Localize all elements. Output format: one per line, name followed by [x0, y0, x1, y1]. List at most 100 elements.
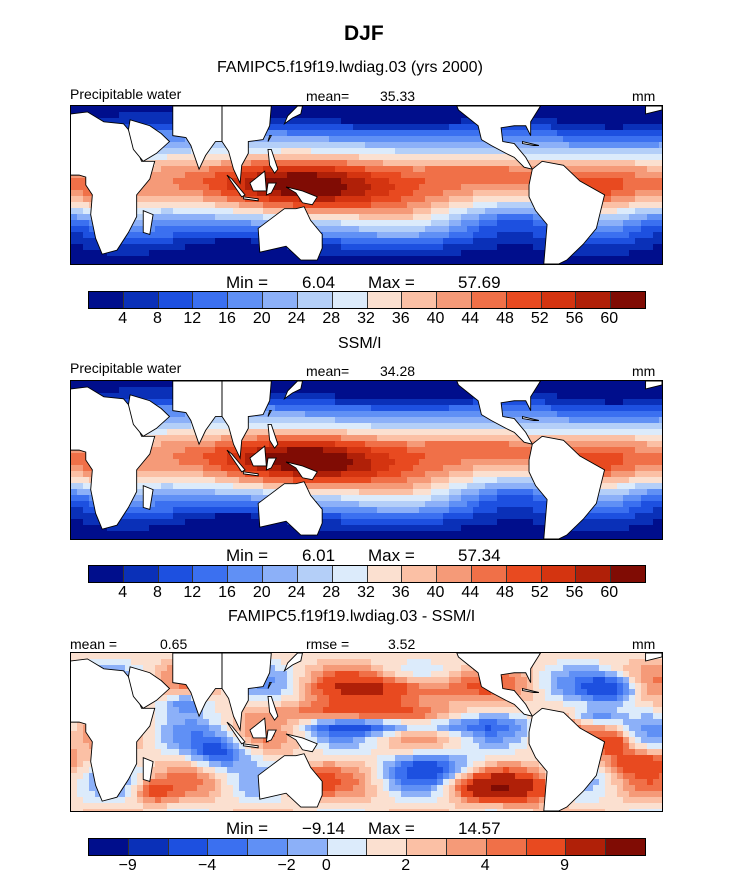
field-cell: [503, 172, 510, 179]
field-cell: [461, 465, 468, 472]
field-cell: [461, 399, 468, 406]
field-cell: [653, 387, 660, 394]
field-cell: [281, 262, 288, 264]
field-cell: [641, 106, 648, 113]
panel1-mean-value: 35.33: [380, 88, 416, 104]
field-cell: [131, 507, 138, 514]
field-cell: [377, 172, 384, 179]
field-cell: [641, 160, 648, 167]
field-cell: [563, 393, 570, 400]
field-cell: [77, 381, 84, 388]
field-cell: [281, 417, 288, 424]
field-cell: [563, 423, 570, 430]
field-cell: [353, 112, 360, 119]
field-cell: [335, 232, 342, 239]
field-cell: [557, 130, 564, 137]
field-cell: [239, 513, 246, 520]
field-cell: [239, 441, 246, 448]
field-cell: [653, 250, 660, 257]
field-cell: [173, 142, 180, 149]
field-cell: [539, 393, 546, 400]
field-cell: [419, 136, 426, 143]
field-cell: [641, 220, 648, 227]
field-cell: [125, 124, 132, 131]
field-cell: [377, 220, 384, 227]
field-cell: [209, 429, 216, 436]
field-cell: [503, 160, 510, 167]
field-cell: [197, 513, 204, 520]
field-cell: [653, 471, 660, 478]
field-cell: [215, 250, 222, 257]
field-cell: [353, 405, 360, 412]
field-cell: [425, 453, 432, 460]
field-cell: [323, 435, 330, 442]
field-cell: [377, 208, 384, 215]
field-cell: [179, 190, 186, 197]
field-cell: [335, 214, 342, 221]
field-cell: [83, 465, 90, 472]
field-cell: [641, 465, 648, 472]
field-cell: [641, 393, 648, 400]
field-cell: [605, 112, 612, 119]
field-cell: [161, 429, 168, 436]
field-cell: [605, 381, 612, 388]
field-cell: [623, 489, 630, 496]
field-cell: [491, 471, 498, 478]
field-cell: [347, 447, 354, 454]
field-cell: [617, 453, 624, 460]
field-cell: [191, 172, 198, 179]
field-cell: [617, 495, 624, 502]
field-cell: [275, 196, 282, 203]
field-cell: [647, 142, 654, 149]
field-cell: [305, 453, 312, 460]
field-cell: [383, 172, 390, 179]
field-cell: [629, 196, 636, 203]
field-cell: [545, 399, 552, 406]
field-cell: [329, 178, 336, 185]
field-cell: [587, 148, 594, 155]
field-cell: [455, 471, 462, 478]
field-cell: [257, 423, 264, 430]
field-cell: [425, 202, 432, 209]
field-cell: [569, 381, 576, 388]
field-cell: [527, 423, 534, 430]
field-cell: [353, 507, 360, 514]
field-cell: [281, 142, 288, 149]
field-cell: [449, 417, 456, 424]
field-cell: [269, 411, 276, 418]
field-cell: [617, 226, 624, 233]
field-cell: [401, 244, 408, 251]
field-cell: [359, 244, 366, 251]
field-cell: [161, 423, 168, 430]
field-cell: [167, 154, 174, 161]
field-cell: [437, 244, 444, 251]
panel1-max-label: Max =: [368, 273, 415, 292]
field-cell: [461, 262, 468, 264]
field-cell: [131, 220, 138, 227]
field-cell: [497, 214, 504, 221]
field-cell: [167, 124, 174, 131]
field-cell: [647, 214, 654, 221]
field-cell: [647, 453, 654, 460]
field-cell: [455, 148, 462, 155]
field-cell: [629, 489, 636, 496]
field-cell: [497, 453, 504, 460]
field-cell: [641, 495, 648, 502]
field-cell: [155, 160, 162, 167]
field-cell: [173, 178, 180, 185]
field-cell: [611, 238, 618, 245]
field-cell: [137, 501, 144, 508]
field-cell: [167, 106, 174, 113]
field-cell: [323, 172, 330, 179]
field-cell: [233, 214, 240, 221]
field-cell: [185, 184, 192, 191]
field-cell: [383, 393, 390, 400]
field-cell: [437, 232, 444, 239]
field-cell: [359, 417, 366, 424]
field-cell: [311, 154, 318, 161]
field-cell: [443, 112, 450, 119]
field-cell: [311, 405, 318, 412]
field-cell: [611, 417, 618, 424]
field-cell: [491, 256, 498, 263]
field-cell: [653, 417, 660, 424]
